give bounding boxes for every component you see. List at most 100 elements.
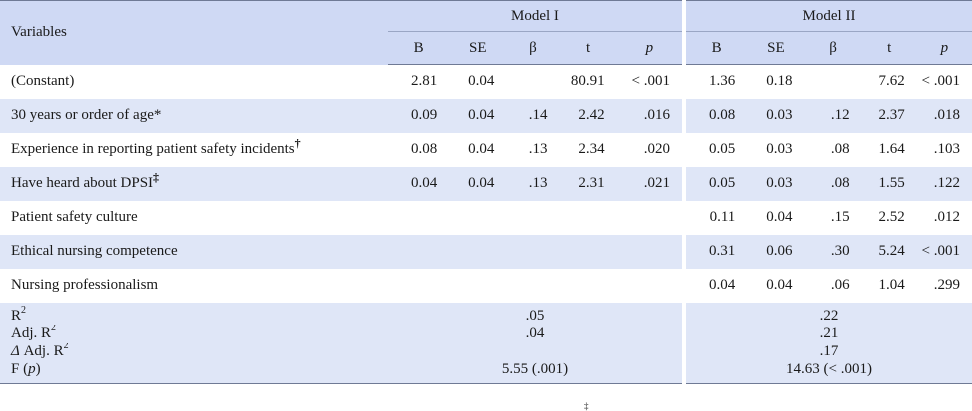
table-row: Have heard about DPSI‡ 0.04 0.04 .13 2.3… (0, 166, 972, 201)
cell-m1-beta: .14 (528, 107, 548, 123)
cell-m1-p (616, 268, 687, 303)
stat-row-delta-adj-r2: Δ Adj. R2 .17 (0, 342, 972, 361)
cell-m2-t: 2.52 (878, 209, 905, 225)
delta-symbol: Δ (11, 343, 20, 359)
cell-m1-beta: .13 (528, 141, 548, 157)
row-label-text: Have heard about DPSI (11, 175, 154, 191)
cell-m1-t: 2.34 (578, 141, 605, 157)
cell-m1-b: 2.81 (410, 73, 438, 90)
cell-m1-p (616, 200, 687, 235)
table-row: Ethical nursing competence 0.31 0.06 .30… (0, 234, 972, 269)
cell-m1-t (559, 269, 616, 303)
stat-m2-value: .17 (819, 343, 839, 359)
table-row: Patient safety culture 0.11 0.04 .15 2.5… (0, 200, 972, 235)
cell-m2-t: 1.55 (878, 175, 905, 191)
col-header-t: t (861, 31, 917, 65)
stat-label: Adj. R2 (0, 325, 388, 343)
row-label: Patient safety culture (0, 201, 388, 235)
stat-m1-value (387, 342, 687, 361)
stat-label-text: Adj. R (19, 343, 64, 359)
row-label: 30 years or order of age* (0, 99, 388, 133)
cell-m2-b: 1.36 (709, 73, 736, 90)
stat-label-text: F ( (11, 361, 29, 378)
cell-m2-p: < .001 (921, 73, 960, 90)
stat-label: Δ Adj. R2 (0, 343, 388, 361)
cell-m1-beta (506, 269, 559, 303)
cell-m1-t: 2.42 (578, 107, 605, 123)
cell-m2-t: 2.37 (878, 107, 905, 123)
cell-m1-beta: .13 (528, 175, 548, 191)
cell-m2-se: 0.06 (766, 243, 793, 259)
cell-m2-t: 5.24 (878, 243, 905, 259)
row-label: Have heard about DPSI‡ (0, 167, 388, 201)
col-header-p: p (916, 31, 972, 65)
variables-header: Variables (0, 0, 388, 65)
cell-m2-p: .012 (933, 209, 960, 225)
cell-m2-se: 0.03 (766, 107, 793, 123)
cell-m2-p: .018 (933, 107, 960, 123)
cell-m2-se: 0.04 (766, 209, 793, 225)
cell-m1-p: .016 (616, 98, 687, 133)
col-header-p: p (616, 31, 687, 65)
row-label: (Constant) (0, 65, 388, 99)
col-header-se: SE (747, 31, 805, 65)
cell-m2-se: 0.03 (766, 141, 793, 157)
header-row-columns: B SE β t p B SE β t p (0, 31, 972, 65)
stat-label-suffix: ) (35, 361, 41, 378)
cell-m1-se (449, 269, 506, 303)
stat-label: F (p) (0, 360, 388, 384)
stat-row-adj-r2: Adj. R2 .04 .21 (0, 324, 972, 343)
table-row: Nursing professionalism 0.04 0.04 .06 1.… (0, 268, 972, 303)
row-label-text: (Constant) (11, 73, 75, 89)
cell-m1-se: 0.04 (468, 73, 495, 90)
table-body: (Constant) 2.81 0.04 80.91 < .001 1.36 0… (0, 64, 972, 384)
footnote-mark: ‡ (584, 401, 589, 411)
cell-m1-t (559, 235, 616, 269)
stat-m2-value: .21 (819, 325, 839, 341)
cell-m2-b: 0.11 (709, 209, 736, 225)
cell-m1-p: .021 (616, 166, 687, 201)
cell-m2-t: 1.04 (878, 277, 905, 293)
cell-m1-beta (506, 235, 559, 269)
row-label-text: Ethical nursing competence (11, 243, 178, 259)
cell-m1-t (559, 201, 616, 235)
table-row: Experience in reporting patient safety i… (0, 132, 972, 167)
cell-m2-beta: .12 (830, 107, 850, 123)
cell-m2-beta: .08 (830, 141, 850, 157)
cell-m1-b: 0.09 (410, 107, 438, 123)
stat-label-text: Adj. R (11, 325, 52, 341)
col-header-beta: β (506, 31, 560, 65)
cell-m2-beta: .08 (830, 175, 850, 191)
col-header-b: B (387, 31, 450, 65)
cell-m2-se: 0.04 (766, 277, 793, 293)
cell-m2-t: 7.62 (878, 73, 905, 90)
stat-row-r2: R2 .05 .22 (0, 302, 972, 325)
cell-m2-beta (804, 65, 861, 99)
cell-m2-p: .122 (933, 175, 960, 191)
col-header-beta: β (804, 31, 862, 65)
superscript: 2 (21, 304, 27, 316)
cell-m2-b: 0.04 (709, 277, 736, 293)
superscript: 2 (51, 324, 57, 333)
model-1-header: Model I (387, 0, 687, 32)
cell-m1-p: < .001 (616, 64, 687, 99)
stat-label: R2 (0, 303, 388, 325)
col-header-se: SE (449, 31, 507, 65)
cell-m1-beta (506, 65, 559, 99)
stat-m1-value: .04 (387, 324, 687, 343)
cell-m2-beta: .06 (830, 277, 850, 293)
cell-m1-b (388, 235, 449, 269)
model-2-header: Model II (684, 0, 972, 32)
cell-m2-b: 0.31 (709, 243, 736, 259)
cell-m2-p: .299 (933, 277, 960, 293)
row-label: Ethical nursing competence (0, 235, 388, 269)
superscript: 2 (63, 342, 69, 351)
stat-label-text: R (11, 307, 22, 324)
stat-row-f: F (p) 5.55 (.001) 14.63 (< .001) (0, 360, 972, 384)
p-symbol: p (28, 361, 36, 378)
cell-m1-se: 0.04 (468, 175, 495, 191)
table-row: 30 years or order of age* 0.09 0.04 .14 … (0, 98, 972, 133)
stat-m2-value: 14.63 (< .001) (684, 360, 972, 384)
cell-m2-b: 0.05 (709, 175, 736, 191)
cell-m1-b: 0.08 (410, 141, 438, 157)
